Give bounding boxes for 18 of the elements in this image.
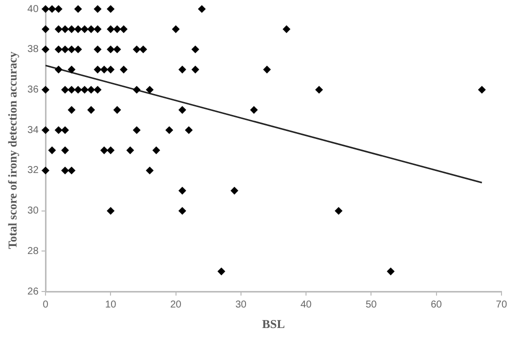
x-tick-label: 60 <box>430 299 442 310</box>
y-tick-label: 30 <box>27 206 39 217</box>
y-tick-label: 38 <box>27 44 39 56</box>
y-tick-label: 40 <box>27 4 39 15</box>
x-tick-label: 30 <box>235 299 247 310</box>
y-tick-label: 28 <box>27 246 39 257</box>
y-axis-title: Total score of irony detection accuracy <box>5 52 20 250</box>
x-axis-title: BSL <box>262 316 285 331</box>
x-tick-label: 10 <box>105 299 117 310</box>
x-tick-label: 40 <box>300 299 312 310</box>
y-tick-label: 36 <box>27 84 39 96</box>
x-tick-label: 20 <box>170 299 182 310</box>
x-tick-label: 50 <box>366 299 378 310</box>
y-tick-label: 32 <box>27 165 39 176</box>
y-tick-label: 26 <box>27 286 39 298</box>
x-tick-label: 0 <box>42 299 49 310</box>
x-tick-label: 70 <box>496 299 508 310</box>
y-tick-label: 34 <box>27 124 39 136</box>
